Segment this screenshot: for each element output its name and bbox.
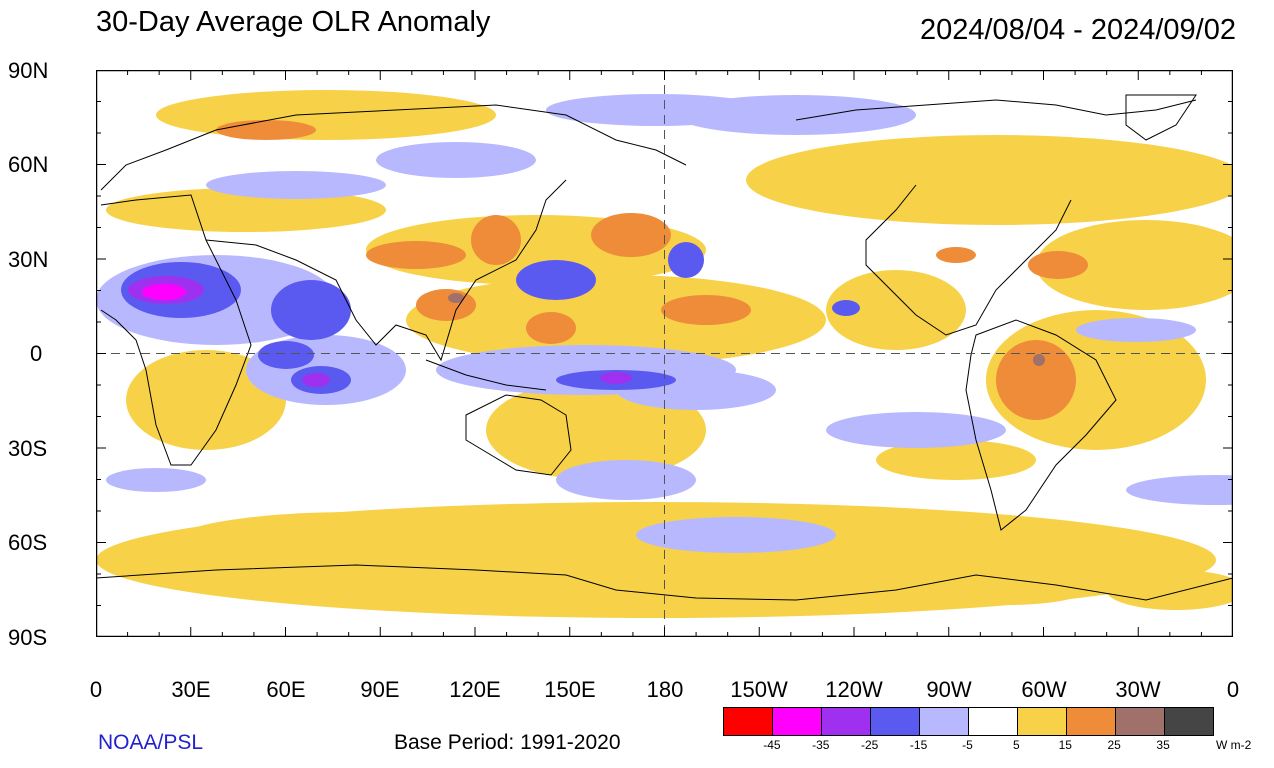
colorbar-tick-label: 15 bbox=[1058, 738, 1072, 752]
lat-label-60s: 60S bbox=[8, 530, 48, 555]
base-period: Base Period: 1991-2020 bbox=[394, 731, 621, 754]
lon-label-150w: 150W bbox=[730, 677, 788, 702]
olr-anomaly-map bbox=[96, 70, 1233, 637]
units-label: W m-2 bbox=[1216, 738, 1252, 752]
lon-label-90w: 90W bbox=[926, 677, 972, 702]
lon-label-60e: 60E bbox=[266, 677, 306, 702]
lon-label-0: 0 bbox=[89, 677, 103, 702]
colorbar-swatch bbox=[1116, 708, 1165, 735]
colorbar-tick-label: -15 bbox=[909, 738, 928, 752]
anomaly-shading bbox=[96, 90, 1233, 618]
colorbar-swatch bbox=[822, 708, 871, 735]
map-title: 30-Day Average OLR Anomaly bbox=[96, 6, 491, 38]
colorbar-swatch bbox=[724, 708, 773, 735]
colorbar bbox=[723, 707, 1214, 736]
colorbar-tick-label: -25 bbox=[861, 738, 879, 752]
colorbar-swatch bbox=[1165, 708, 1213, 735]
lon-label-30e: 30E bbox=[171, 677, 211, 702]
colorbar-tick-label: 5 bbox=[1013, 738, 1020, 752]
colorbar-tick-label: -5 bbox=[962, 738, 973, 752]
lat-label-90n: 90N bbox=[8, 58, 49, 83]
map-canvas bbox=[96, 70, 1233, 637]
lon-label-60w: 60W bbox=[1021, 677, 1067, 702]
colorbar-swatch bbox=[1067, 708, 1116, 735]
colorbar-swatch bbox=[773, 708, 822, 735]
lon-label-120w: 120W bbox=[825, 677, 883, 702]
lon-label-120e: 120E bbox=[449, 677, 501, 702]
colorbar-swatch bbox=[969, 708, 1018, 735]
coastlines bbox=[96, 94, 1233, 601]
lon-label-90e: 90E bbox=[360, 677, 400, 702]
lon-label-180: 180 bbox=[646, 677, 684, 702]
colorbar-swatch bbox=[920, 708, 969, 735]
lat-label-30n: 30N bbox=[8, 247, 49, 272]
lon-label-0w: 0 bbox=[1226, 677, 1240, 702]
lon-label-150e: 150E bbox=[544, 677, 596, 702]
date-range: 2024/08/04 - 2024/09/02 bbox=[919, 14, 1236, 46]
axis-ticks bbox=[96, 70, 1233, 637]
lon-label-30w: 30W bbox=[1115, 677, 1161, 702]
credit-label: NOAA/PSL bbox=[98, 731, 204, 754]
lat-label-60n: 60N bbox=[8, 152, 49, 177]
lat-label-30s: 30S bbox=[8, 436, 48, 461]
colorbar-swatch bbox=[871, 708, 920, 735]
colorbar-swatch bbox=[1018, 708, 1067, 735]
colorbar-tick-label: -35 bbox=[812, 738, 830, 752]
colorbar-tick-label: -45 bbox=[763, 738, 781, 752]
colorbar-tick-label: 35 bbox=[1156, 738, 1170, 752]
lat-label-eq: 0 bbox=[30, 341, 43, 366]
lat-label-90s: 90S bbox=[8, 625, 48, 650]
colorbar-tick-label: 25 bbox=[1107, 738, 1121, 752]
